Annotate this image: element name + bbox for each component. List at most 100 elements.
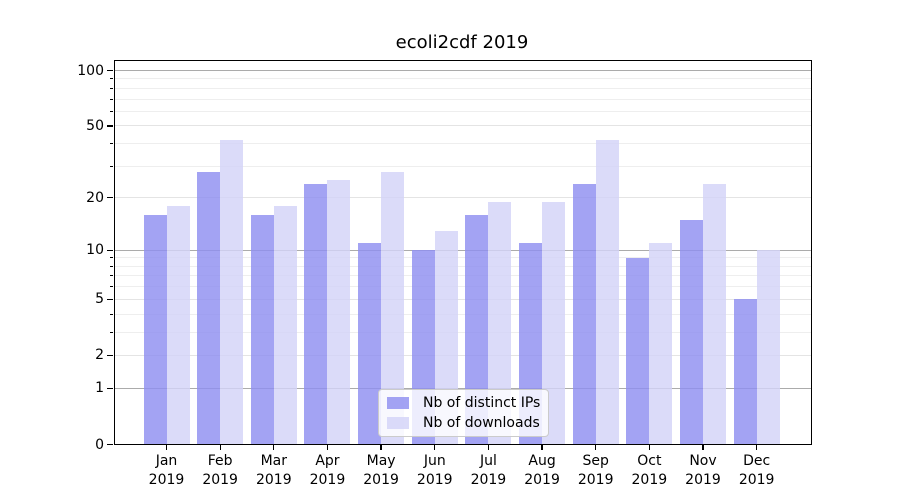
legend-swatch-distinct-ips — [387, 397, 409, 409]
bar-distinct-ips-may — [358, 243, 382, 445]
bar-distinct-ips-jul — [465, 214, 489, 445]
y-minor-tick-mark-6 — [109, 286, 113, 288]
gridlines-layer — [113, 60, 812, 445]
x-tick-label-may: May 2019 — [363, 453, 399, 488]
y-tick-mark-100 — [107, 69, 113, 72]
bar-downloads-mar — [273, 205, 297, 445]
x-tick-label-jan: Jan 2019 — [148, 453, 185, 488]
gridline-y-7 — [113, 275, 812, 277]
x-tick-mark-sep — [595, 444, 597, 450]
y-tick-label-1: 1 — [95, 380, 104, 397]
legend-item-distinct-ips: Nb of distinct IPs — [387, 395, 540, 412]
x-tick-mark-jan — [165, 444, 168, 450]
bar-downloads-apr — [327, 180, 351, 445]
plot-area — [113, 60, 812, 445]
x-tick-mark-jul — [487, 444, 490, 450]
gridline-y-70 — [113, 98, 812, 100]
bar-distinct-ips-sep — [572, 183, 596, 445]
y-tick-label-0: 0 — [95, 436, 104, 453]
legend-label-distinct-ips: Nb of distinct IPs — [423, 394, 541, 411]
y-tick-label-2: 2 — [95, 347, 104, 364]
x-tick-label-sep: Sep 2019 — [577, 453, 614, 488]
gridline-y-90 — [113, 78, 812, 80]
y-minor-tick-mark-9 — [109, 257, 113, 259]
gridline-y-60 — [113, 110, 812, 112]
x-tick-label-nov: Nov 2019 — [685, 453, 721, 488]
legend-label-downloads: Nb of downloads — [423, 414, 540, 431]
gridline-y-2 — [113, 354, 812, 356]
chart-title: ecoli2cdf 2019 — [395, 32, 529, 53]
gridline-y-30 — [113, 165, 812, 167]
y-minor-tick-mark-80 — [109, 87, 113, 89]
y-tick-mark-2 — [107, 354, 113, 357]
x-tick-label-apr: Apr 2019 — [309, 453, 346, 488]
y-tick-mark-10 — [107, 249, 113, 251]
x-tick-mark-may — [380, 444, 382, 450]
bar-downloads-may — [381, 171, 405, 445]
y-tick-label-5: 5 — [95, 291, 104, 308]
y-tick-label-50: 50 — [86, 117, 104, 134]
y-tick-mark-1 — [107, 387, 113, 389]
gridline-y-50 — [113, 125, 812, 127]
bar-downloads-jan — [166, 205, 190, 445]
x-tick-label-jul: Jul 2019 — [470, 453, 507, 488]
gridline-y-100 — [113, 70, 812, 72]
bar-downloads-aug — [542, 201, 566, 445]
gridline-y-8 — [113, 265, 812, 267]
gridline-y-5 — [113, 298, 812, 300]
y-minor-tick-mark-3 — [109, 331, 113, 333]
y-minor-tick-mark-8 — [109, 265, 113, 267]
x-tick-mark-apr — [326, 444, 329, 450]
y-minor-tick-mark-90 — [109, 78, 113, 80]
bar-distinct-ips-jan — [143, 214, 167, 445]
bar-distinct-ips-nov — [680, 219, 703, 445]
y-minor-tick-mark-70 — [109, 98, 113, 100]
gridline-y-40 — [113, 143, 812, 145]
gridline-y-1 — [113, 387, 812, 389]
bar-distinct-ips-dec — [733, 299, 757, 445]
x-tick-label-oct: Oct 2019 — [631, 453, 668, 488]
gridline-y-10 — [113, 249, 812, 251]
y-tick-label-100: 100 — [77, 62, 104, 79]
gridline-y-20 — [113, 197, 812, 199]
y-tick-mark-0 — [107, 443, 113, 446]
x-tick-mark-dec — [756, 444, 758, 450]
bars-layer — [114, 60, 812, 445]
y-minor-tick-mark-30 — [109, 165, 113, 167]
x-tick-mark-oct — [648, 444, 650, 450]
y-tick-mark-20 — [107, 197, 113, 199]
gridline-y-4 — [113, 313, 812, 315]
bar-downloads-oct — [649, 243, 673, 445]
bar-distinct-ips-apr — [304, 183, 328, 445]
bar-distinct-ips-oct — [626, 257, 650, 445]
gridline-y-3 — [113, 331, 812, 333]
x-tick-label-aug: Aug 2019 — [524, 453, 560, 488]
bar-distinct-ips-mar — [250, 214, 274, 445]
y-minor-tick-mark-40 — [109, 143, 113, 145]
x-tick-mark-mar — [273, 444, 275, 450]
y-tick-mark-50 — [107, 125, 113, 127]
gridline-y-9 — [113, 257, 812, 259]
y-tick-label-10: 10 — [86, 242, 104, 259]
x-tick-label-jun: Jun 2019 — [416, 453, 453, 488]
x-tick-mark-aug — [541, 444, 543, 450]
legend-item-downloads: Nb of downloads — [387, 415, 540, 432]
bar-downloads-dec — [756, 250, 780, 445]
bar-downloads-nov — [703, 183, 726, 445]
bar-distinct-ips-feb — [197, 171, 221, 445]
gridline-y-80 — [113, 87, 812, 89]
y-tick-mark-5 — [107, 298, 113, 300]
x-tick-label-mar: Mar 2019 — [255, 453, 292, 488]
gridline-y-6 — [113, 286, 812, 288]
legend: Nb of distinct IPs Nb of downloads — [378, 389, 549, 437]
x-tick-label-feb: Feb 2019 — [202, 453, 238, 488]
bar-downloads-jul — [488, 201, 512, 445]
legend-swatch-downloads — [387, 417, 409, 429]
x-tick-mark-nov — [702, 444, 704, 450]
bar-downloads-feb — [220, 139, 244, 445]
y-minor-tick-mark-60 — [109, 110, 113, 112]
y-minor-tick-mark-4 — [109, 313, 113, 315]
x-tick-mark-jun — [434, 444, 436, 450]
y-tick-label-20: 20 — [86, 189, 104, 206]
